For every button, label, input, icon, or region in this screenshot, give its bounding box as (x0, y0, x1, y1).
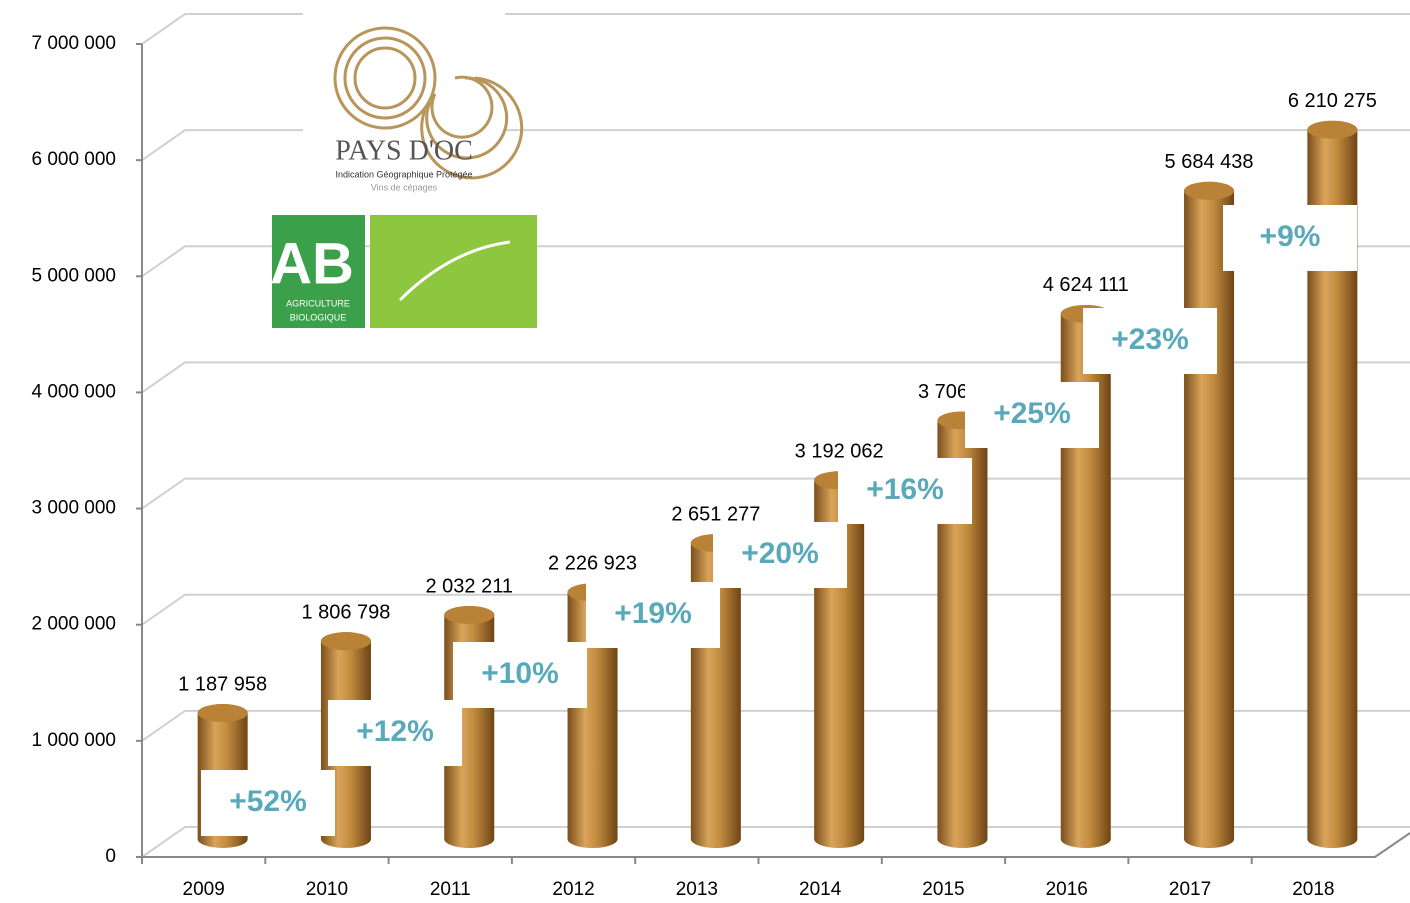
value-label: 2 226 923 (548, 553, 637, 575)
growth-labels: +52% +12% +10% +19% +20% +16% +25% +23% +9% (201, 205, 1357, 836)
bar-top (1184, 181, 1235, 200)
eu-organic-logo (370, 215, 537, 328)
value-label: 3 192 062 (795, 441, 884, 463)
growth-label: +12% (356, 715, 434, 748)
grid-line (141, 709, 1410, 742)
bar-top (444, 605, 495, 624)
grid-line (141, 361, 1410, 394)
growth-box (1083, 308, 1217, 374)
ab-line1: AGRICULTURE (286, 298, 350, 308)
y-tick-label: 5 000 000 (31, 265, 116, 286)
bar-top (1307, 120, 1358, 139)
grid-line (141, 593, 1410, 626)
growth-box (713, 522, 847, 588)
growth-label: +25% (993, 397, 1071, 430)
x-tick-label: 2017 (1169, 879, 1211, 900)
growth-label: +19% (614, 597, 692, 630)
bar (1184, 181, 1235, 848)
y-tick-label: 2 000 000 (31, 614, 116, 635)
x-axis (142, 832, 1410, 858)
y-tick-label: 6 000 000 (31, 149, 116, 170)
growth-box (965, 382, 1099, 448)
value-label: 2 032 211 (426, 575, 514, 597)
ab-line2: BIOLOGIQUE (290, 312, 347, 322)
value-label: 6 210 275 (1288, 90, 1377, 112)
growth-box (453, 642, 587, 708)
growth-box (1223, 205, 1357, 271)
growth-label: +16% (866, 473, 944, 506)
bar-top (197, 704, 248, 723)
y-tick-label: 0 (105, 846, 116, 867)
value-label: 4 624 111 (1043, 274, 1129, 296)
y-tick-label: 1 000 000 (31, 730, 116, 751)
value-label: 2 651 277 (671, 503, 760, 525)
logo-name: PAYS D'OC (335, 135, 473, 166)
value-label: 1 806 798 (301, 601, 390, 623)
x-tick-label: 2016 (1046, 879, 1088, 900)
x-tick-label: 2014 (799, 879, 842, 900)
x-tick-label: 2010 (306, 879, 348, 900)
growth-box (201, 770, 335, 836)
growth-label: +23% (1111, 323, 1189, 356)
y-tick-label: 7 000 000 (31, 33, 116, 54)
x-tick-label: 2012 (552, 879, 594, 900)
value-label: 5 684 438 (1165, 151, 1254, 173)
logo-tagline: Vins de cépages (371, 182, 438, 192)
x-tick-label: 2013 (676, 879, 718, 900)
bar (1307, 120, 1358, 848)
y-tick-label: 3 000 000 (31, 498, 116, 519)
x-tick-label: 2018 (1292, 879, 1334, 900)
bar-top (320, 632, 371, 651)
x-tick-label: 2015 (922, 879, 964, 900)
logos: PAYS D'OC Indication Géographique Protég… (270, 12, 537, 328)
growth-box (328, 700, 462, 766)
grid-line (141, 245, 1410, 278)
growth-label: +52% (229, 785, 307, 818)
growth-label: +20% (741, 537, 819, 570)
growth-box (838, 458, 972, 524)
logo-rings (333, 26, 524, 180)
axes: 0 1 000 000 2 000 000 3 000 000 4 000 000 5 0… (31, 13, 1410, 900)
x-tick-label: 2011 (430, 879, 471, 900)
y-tick-label: 4 000 000 (31, 381, 116, 402)
growth-label: +9% (1260, 220, 1321, 253)
x-tick-label: 2009 (183, 879, 225, 900)
grid-line (141, 477, 1410, 510)
grid-line (141, 129, 1410, 161)
grid-line (141, 13, 1410, 45)
ab-logo (272, 215, 365, 328)
eu-leaf (398, 240, 511, 302)
value-label: 1 187 958 (178, 673, 267, 695)
growth-label: +10% (481, 657, 559, 690)
growth-box (586, 582, 720, 648)
grid-line (141, 826, 1410, 858)
logo-subtitle: Indication Géographique Protégée (335, 169, 472, 179)
ab-mark: AB (270, 231, 354, 296)
